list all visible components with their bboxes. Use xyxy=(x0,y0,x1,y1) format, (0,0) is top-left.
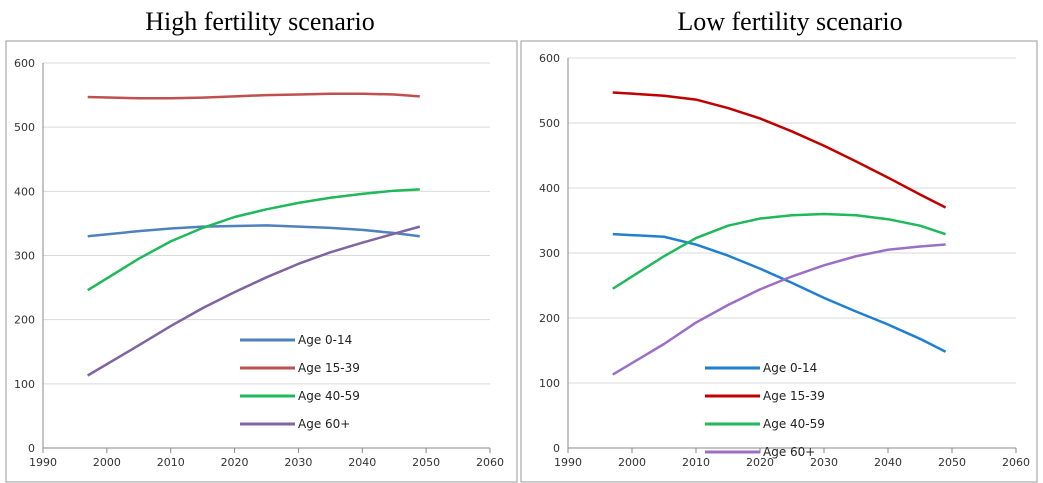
legend-label: Age 0-14 xyxy=(763,361,817,375)
chart-title: Low fertility scenario xyxy=(677,7,902,36)
y-tick-label: 0 xyxy=(553,442,560,455)
y-tick-label: 300 xyxy=(14,250,35,263)
x-tick-label: 2010 xyxy=(682,456,710,469)
y-tick-label: 300 xyxy=(539,247,560,260)
x-tick-label: 2060 xyxy=(1002,456,1030,469)
x-tick-label: 2010 xyxy=(157,456,185,469)
line xyxy=(87,224,420,238)
y-tick-label: 200 xyxy=(539,312,560,325)
x-tick-label: 2020 xyxy=(221,456,249,469)
x-tick-label: 2040 xyxy=(348,456,376,469)
x-tick-label: 2020 xyxy=(746,456,774,469)
y-tick-label: 400 xyxy=(539,182,560,195)
chart-title: High fertility scenario xyxy=(145,7,375,36)
legend-label: Age 0-14 xyxy=(298,333,352,347)
line xyxy=(612,243,946,376)
x-tick-label: 1990 xyxy=(29,456,57,469)
x-tick-label: 2050 xyxy=(938,456,966,469)
legend-label: Age 40-59 xyxy=(298,389,360,403)
x-tick-label: 2040 xyxy=(874,456,902,469)
y-tick-label: 600 xyxy=(539,52,560,65)
line xyxy=(87,92,420,100)
legend-label: Age 40-59 xyxy=(763,417,825,431)
line xyxy=(612,232,947,353)
legend-label: Age 15-39 xyxy=(298,361,360,375)
legend-label: Age 15-39 xyxy=(763,389,825,403)
y-tick-label: 100 xyxy=(539,377,560,390)
y-tick-label: 0 xyxy=(28,442,35,455)
x-tick-label: 2030 xyxy=(810,456,838,469)
legend-label: Age 60+ xyxy=(298,417,350,431)
line xyxy=(87,188,420,292)
x-tick-label: 2060 xyxy=(476,456,504,469)
x-tick-label: 2050 xyxy=(412,456,440,469)
y-tick-label: 100 xyxy=(14,378,35,391)
line xyxy=(612,212,946,290)
legend-label: Age 60+ xyxy=(763,445,815,459)
panel-right xyxy=(520,40,1038,483)
line xyxy=(87,225,421,377)
panel-left xyxy=(5,40,518,483)
y-tick-label: 500 xyxy=(539,117,560,130)
line xyxy=(612,91,947,209)
y-tick-label: 400 xyxy=(14,185,35,198)
y-tick-label: 600 xyxy=(14,57,35,70)
x-tick-label: 2030 xyxy=(284,456,312,469)
y-tick-label: 500 xyxy=(14,121,35,134)
x-tick-label: 2000 xyxy=(93,456,121,469)
y-tick-label: 200 xyxy=(14,314,35,327)
x-tick-label: 2000 xyxy=(618,456,646,469)
x-tick-label: 1990 xyxy=(554,456,582,469)
